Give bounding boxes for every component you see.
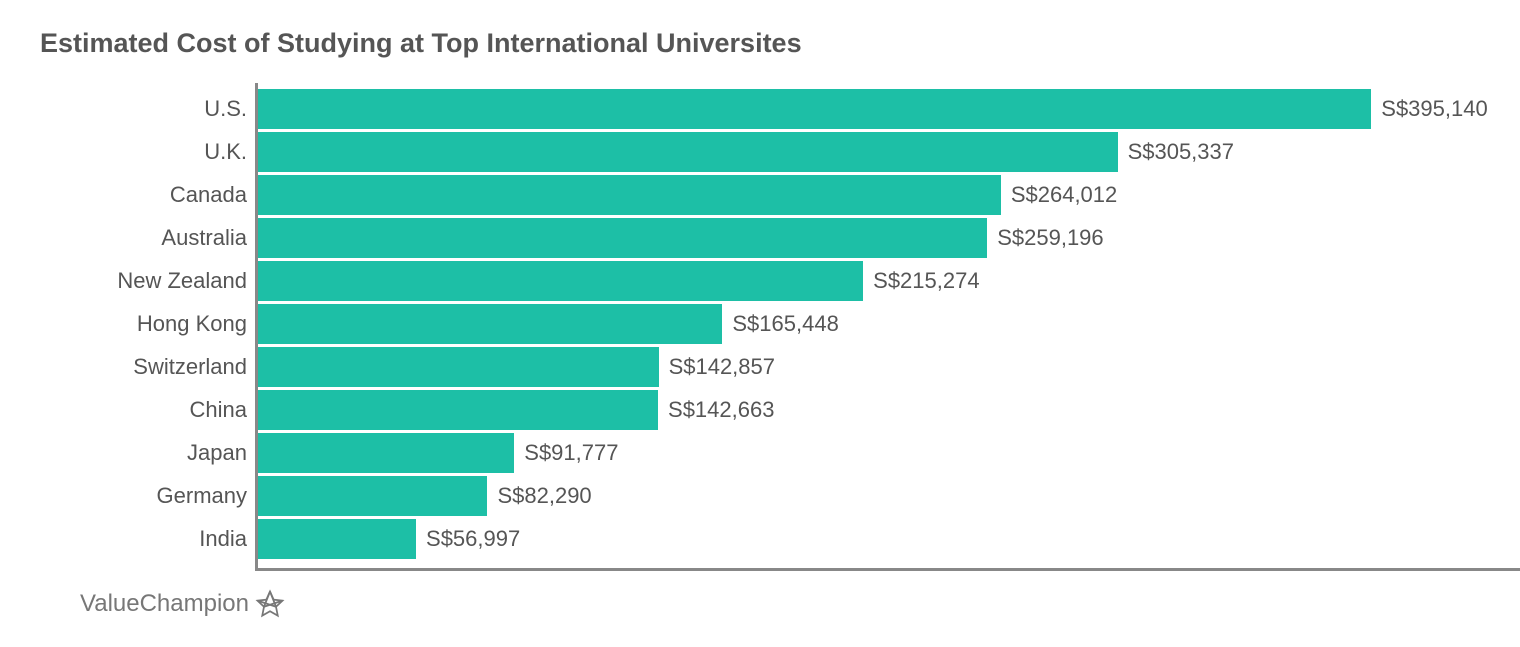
x-axis-line [255, 568, 1520, 571]
category-label: U.K. [110, 139, 255, 165]
bar-track: S$142,857 [255, 347, 1480, 387]
star-icon [255, 589, 285, 619]
bar-row: India S$56,997 [110, 519, 1480, 559]
bar-row: Canada S$264,012 [110, 175, 1480, 215]
bar [255, 433, 514, 473]
bar-track: S$91,777 [255, 433, 1480, 473]
bar [255, 519, 416, 559]
category-label: India [110, 526, 255, 552]
bar-row: U.S.S$395,140 [110, 89, 1480, 129]
y-axis-line [255, 83, 258, 570]
value-label: S$259,196 [987, 225, 1103, 251]
brand-logo: ValueChampion [80, 589, 285, 619]
bar-row: Australia S$259,196 [110, 218, 1480, 258]
bar-track: S$395,140 [255, 89, 1488, 129]
bar-row: Germany S$82,290 [110, 476, 1480, 516]
category-label: Germany [110, 483, 255, 509]
bar-track: S$259,196 [255, 218, 1480, 258]
bar-row: New Zealand S$215,274 [110, 261, 1480, 301]
category-label: Hong Kong [110, 311, 255, 337]
chart-title: Estimated Cost of Studying at Top Intern… [40, 28, 1480, 59]
value-label: S$91,777 [514, 440, 618, 466]
brand-text: ValueChampion [80, 590, 249, 618]
category-label: Japan [110, 440, 255, 466]
bar [255, 476, 487, 516]
value-label: S$142,663 [658, 397, 774, 423]
chart-area: U.S.S$395,140 U.K. S$305,337 Canada S$264,01… [110, 89, 1480, 559]
value-label: S$395,140 [1371, 96, 1487, 122]
value-label: S$305,337 [1118, 139, 1234, 165]
category-label: U.S. [110, 96, 255, 122]
bar-row: Japan S$91,777 [110, 433, 1480, 473]
value-label: S$82,290 [487, 483, 591, 509]
category-label: Switzerland [110, 354, 255, 380]
category-label: Australia [110, 225, 255, 251]
value-label: S$142,857 [659, 354, 775, 380]
value-label: S$215,274 [863, 268, 979, 294]
bar [255, 304, 722, 344]
bar [255, 89, 1371, 129]
bar-track: S$215,274 [255, 261, 1480, 301]
bar [255, 175, 1001, 215]
bar-track: S$56,997 [255, 519, 1480, 559]
bars-container: U.S.S$395,140 U.K. S$305,337 Canada S$264,01… [110, 89, 1480, 559]
bar-row: Hong Kong S$165,448 [110, 304, 1480, 344]
value-label: S$165,448 [722, 311, 838, 337]
bar [255, 218, 987, 258]
bar-row: China S$142,663 [110, 390, 1480, 430]
category-label: China [110, 397, 255, 423]
bar [255, 347, 659, 387]
bar-row: Switzerland S$142,857 [110, 347, 1480, 387]
bar-track: S$264,012 [255, 175, 1480, 215]
bar-track: S$305,337 [255, 132, 1480, 172]
bar-row: U.K. S$305,337 [110, 132, 1480, 172]
category-label: Canada [110, 182, 255, 208]
bar-track: S$165,448 [255, 304, 1480, 344]
bar [255, 261, 863, 301]
bar-track: S$82,290 [255, 476, 1480, 516]
value-label: S$264,012 [1001, 182, 1117, 208]
value-label: S$56,997 [416, 526, 520, 552]
bar [255, 390, 658, 430]
bar [255, 132, 1118, 172]
category-label: New Zealand [110, 268, 255, 294]
bar-track: S$142,663 [255, 390, 1480, 430]
